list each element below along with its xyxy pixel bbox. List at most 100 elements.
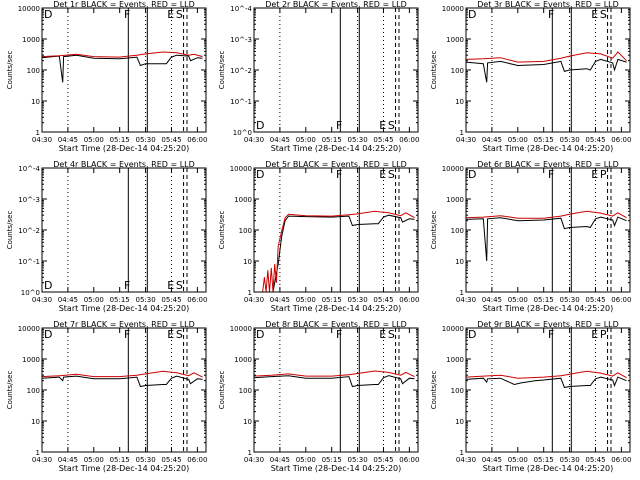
- y-tick-label: 10^-1: [18, 258, 40, 266]
- y-tick-label: 10^-3: [18, 196, 40, 204]
- y-tick-label: 10: [243, 258, 252, 266]
- x-tick-label: 06:00: [611, 456, 631, 464]
- y-tick-label: 1000: [446, 196, 464, 204]
- y-tick-label: 10000: [230, 325, 252, 333]
- y-tick-label: 100: [451, 227, 464, 235]
- x-tick-label: 04:30: [32, 296, 52, 304]
- annotation-label-e: E: [379, 168, 386, 181]
- y-tick-label: 1: [460, 289, 464, 297]
- y-tick-label: 1: [460, 449, 464, 457]
- panel-title: Det 8r BLACK = Events, RED = LLD: [265, 320, 407, 329]
- x-tick-label: 05:30: [135, 136, 155, 144]
- y-tick-label: 1000: [234, 196, 252, 204]
- x-tick-label: 05:00: [296, 456, 316, 464]
- annotation-label-p: P: [600, 328, 607, 341]
- x-tick-label: 05:30: [347, 296, 367, 304]
- x-tick-label: 05:45: [161, 296, 181, 304]
- series-line-lld: [253, 370, 415, 378]
- x-tick-label: 05:15: [322, 136, 342, 144]
- x-tick-label: 04:45: [482, 456, 502, 464]
- x-tick-label: 05:45: [161, 136, 181, 144]
- x-tick-label: 04:30: [244, 136, 264, 144]
- series-line-events: [253, 375, 415, 388]
- y-tick-label: 10000: [18, 5, 40, 13]
- series-line-events: [272, 214, 415, 293]
- annotation-label-e: E: [167, 328, 174, 341]
- x-tick-label: 04:30: [456, 296, 476, 304]
- plot-frame: [465, 7, 631, 133]
- annotation-label-s: S: [176, 8, 183, 21]
- y-tick-label: 1000: [22, 36, 40, 44]
- y-tick-label: 10^0: [233, 129, 252, 137]
- y-tick-label: 10000: [442, 5, 464, 13]
- y-tick-label: 1000: [446, 356, 464, 364]
- annotation-label-e: E: [591, 8, 598, 21]
- x-tick-label: 06:00: [611, 296, 631, 304]
- series-line-events: [465, 376, 627, 389]
- y-axis-label: Counts/sec: [430, 211, 438, 250]
- annotation-label-e: E: [379, 119, 386, 132]
- x-tick-label: 06:00: [187, 456, 207, 464]
- plot-frame: [465, 327, 631, 453]
- y-tick-label: 1: [248, 449, 252, 457]
- y-tick-label: 10^-1: [230, 98, 252, 106]
- panel-det-8r: Det 8r BLACK = Events, RED = LLD 1 10 100 10…: [218, 320, 419, 473]
- x-tick-label: 04:45: [270, 456, 290, 464]
- x-tick-label: 05:00: [84, 456, 104, 464]
- x-tick-label: 05:45: [373, 296, 393, 304]
- annotation-label-d: D: [44, 8, 52, 21]
- y-axis-label: Counts/sec: [430, 51, 438, 90]
- x-tick-label: 04:45: [58, 456, 78, 464]
- x-tick-label: 05:30: [347, 136, 367, 144]
- plot-frame: [41, 7, 207, 133]
- annotation-label-d: D: [468, 168, 476, 181]
- series-line-lld: [465, 51, 627, 63]
- annotation-label-f: F: [548, 328, 554, 341]
- panel-det-7r: Det 7r BLACK = Events, RED = LLD 1 10 100 10…: [6, 320, 207, 473]
- annotation-label-s: S: [600, 8, 607, 21]
- x-axis-label: Start Time (28-Dec-14 04:25:20): [483, 464, 614, 473]
- x-tick-label: 05:00: [508, 456, 528, 464]
- x-tick-label: 04:30: [456, 456, 476, 464]
- x-tick-label: 05:30: [135, 296, 155, 304]
- annotation-label-f: F: [336, 119, 342, 132]
- x-axis-label: Start Time (28-Dec-14 04:25:20): [59, 144, 190, 153]
- y-axis-label: Counts/sec: [218, 371, 226, 410]
- annotation-label-f: F: [336, 168, 342, 181]
- panel-det-6r: Det 6r BLACK = Events, RED = LLD 1 10 100 10…: [430, 160, 631, 313]
- series-line-events: [465, 58, 627, 83]
- y-tick-label: 100: [27, 387, 40, 395]
- series-line-lld: [465, 210, 627, 219]
- x-tick-label: 05:15: [534, 456, 554, 464]
- x-tick-label: 04:45: [270, 296, 290, 304]
- y-tick-label: 1: [36, 449, 40, 457]
- x-tick-label: 04:30: [32, 136, 52, 144]
- panel-det-5r: Det 5r BLACK = Events, RED = LLD 1 10 100 10…: [218, 160, 419, 313]
- x-axis-label: Start Time (28-Dec-14 04:25:20): [271, 304, 402, 313]
- y-tick-label: 10^-4: [230, 5, 252, 13]
- y-tick-label: 10^0: [21, 289, 40, 297]
- annotation-label-s: S: [388, 119, 395, 132]
- annotation-label-f: F: [124, 328, 130, 341]
- annotation-label-e: E: [379, 328, 386, 341]
- x-tick-label: 05:45: [585, 296, 605, 304]
- y-tick-label: 10000: [230, 165, 252, 173]
- x-tick-label: 04:45: [482, 136, 502, 144]
- x-tick-label: 05:00: [508, 296, 528, 304]
- panel-title: Det 7r BLACK = Events, RED = LLD: [53, 320, 195, 329]
- panel-det-2r: Det 2r BLACK = Events, RED = LLD 10^0 10^-…: [218, 0, 419, 153]
- y-tick-label: 100: [451, 67, 464, 75]
- series-line-events: [465, 216, 627, 262]
- y-tick-label: 100: [27, 67, 40, 75]
- plot-frame: [253, 327, 419, 453]
- x-tick-label: 05:00: [84, 136, 104, 144]
- y-tick-label: 1000: [22, 356, 40, 364]
- annotation-label-e: E: [167, 8, 174, 21]
- annotation-label-d: D: [256, 119, 264, 132]
- annotation-label-s: S: [388, 168, 395, 181]
- y-tick-label: 10: [455, 258, 464, 266]
- y-tick-label: 1: [248, 289, 252, 297]
- x-tick-label: 06:00: [399, 296, 419, 304]
- x-tick-label: 04:45: [270, 136, 290, 144]
- panel-det-1r: Det 1r BLACK = Events, RED = LLD 1 10 100 10…: [6, 0, 207, 153]
